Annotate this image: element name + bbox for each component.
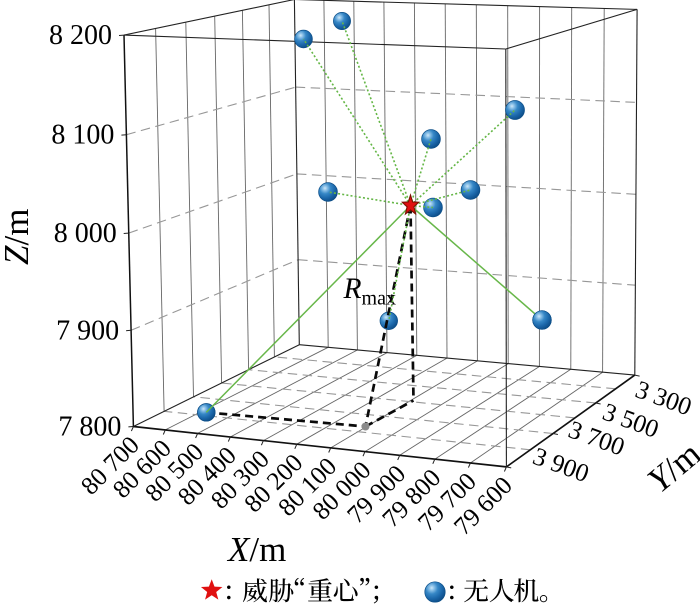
svg-text:7 800: 7 800	[58, 412, 121, 443]
svg-text:Rmax: Rmax	[343, 273, 396, 310]
svg-text:8 100: 8 100	[51, 120, 114, 151]
svg-text:8 200: 8 200	[49, 20, 112, 51]
svg-text:7 900: 7 900	[56, 315, 119, 346]
svg-text:8 000: 8 000	[54, 218, 117, 249]
svg-text:X/m: X/m	[226, 530, 286, 569]
svg-text:Z/m: Z/m	[0, 209, 36, 265]
